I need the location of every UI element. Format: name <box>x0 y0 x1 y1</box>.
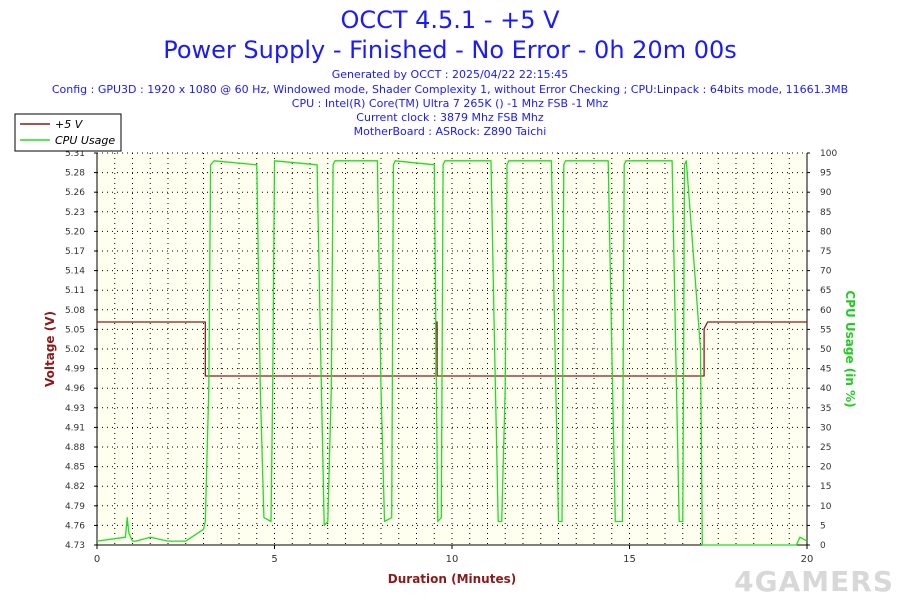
y-right-tick-label: 65 <box>820 286 831 296</box>
y-left-tick-label: 4.79 <box>65 502 85 512</box>
y-left-tick-label: 4.96 <box>65 384 85 394</box>
y-left-tick-label: 5.31 <box>65 149 85 159</box>
info-cpu: CPU : Intel(R) Core(TM) Ultra 7 265K () … <box>291 97 609 110</box>
y-left-tick-label: 4.91 <box>65 423 85 433</box>
y-left-tick-label: 4.73 <box>65 541 85 551</box>
y-left-tick-label: 4.99 <box>65 365 85 375</box>
y-left-tick-label: 5.11 <box>65 286 85 296</box>
y-right-tick-label: 20 <box>820 463 832 473</box>
y-left-tick-label: 4.76 <box>65 521 85 531</box>
x-tick-label: 5 <box>271 554 277 565</box>
y-right-tick-label: 10 <box>820 502 832 512</box>
y-right-tick-label: 0 <box>820 541 826 551</box>
y-left-tick-label: 4.85 <box>65 463 85 473</box>
x-axis-label: Duration (Minutes) <box>388 572 516 586</box>
chart-title: OCCT 4.5.1 - +5 V <box>340 6 560 34</box>
watermark-logo: 4GAMERS <box>734 565 894 598</box>
legend-box <box>14 113 122 152</box>
y-right-tick-label: 55 <box>820 325 831 335</box>
y-right-tick-label: 60 <box>820 306 832 316</box>
y-right-tick-label: 40 <box>820 384 832 394</box>
y-right-tick-label: 75 <box>820 247 831 257</box>
x-tick-label: 0 <box>94 554 100 565</box>
y-left-tick-label: 5.05 <box>65 325 85 335</box>
y-right-tick-label: 30 <box>820 423 832 433</box>
y-right-tick-label: 90 <box>820 188 832 198</box>
y-left-tick-label: 5.28 <box>65 169 85 179</box>
y-right-tick-label: 100 <box>820 149 837 159</box>
y-right-tick-label: 5 <box>820 521 826 531</box>
y-right-tick-label: 70 <box>820 267 832 277</box>
x-tick-label: 20 <box>801 554 814 565</box>
y-right-tick-label: 15 <box>820 482 831 492</box>
info-motherboard: MotherBoard : ASRock: Z890 Taichi <box>353 125 547 138</box>
y-left-axis-label: Voltage (V) <box>43 311 57 387</box>
y-left-tick-label: 5.08 <box>65 306 85 316</box>
y-right-tick-label: 35 <box>820 404 831 414</box>
y-left-tick-label: 5.23 <box>65 208 85 218</box>
y-right-tick-label: 45 <box>820 365 831 375</box>
y-right-tick-label: 50 <box>820 345 832 355</box>
y-right-tick-label: 80 <box>820 227 832 237</box>
legend-label: CPU Usage <box>55 134 115 147</box>
y-right-tick-label: 25 <box>820 443 831 453</box>
y-left-tick-label: 5.02 <box>65 345 85 355</box>
info-generated: Generated by OCCT : 2025/04/22 22:15:45 <box>331 68 569 81</box>
y-left-tick-label: 4.88 <box>65 443 85 453</box>
y-left-tick-label: 4.82 <box>65 482 85 492</box>
x-tick-label: 10 <box>446 554 459 565</box>
y-right-axis-label: CPU Usage (in %) <box>843 290 857 407</box>
info-config: Config : GPU3D : 1920 x 1080 @ 60 Hz, Wi… <box>51 83 849 96</box>
y-left-tick-label: 4.93 <box>65 404 85 414</box>
chart-subtitle: Power Supply - Finished - No Error - 0h … <box>163 36 737 64</box>
y-left-tick-label: 5.20 <box>65 227 85 237</box>
y-left-tick-label: 5.14 <box>65 267 85 277</box>
y-right-tick-label: 95 <box>820 169 831 179</box>
series-voltage-line <box>97 321 807 377</box>
y-left-tick-label: 5.26 <box>65 188 85 198</box>
x-tick-label: 15 <box>623 554 636 565</box>
y-right-tick-label: 85 <box>820 208 831 218</box>
info-clock: Current clock : 3879 Mhz FSB Mhz <box>356 111 544 124</box>
y-left-tick-label: 5.17 <box>65 247 85 257</box>
legend-label: +5 V <box>55 118 84 131</box>
series-cpu-usage-line <box>96 160 808 546</box>
